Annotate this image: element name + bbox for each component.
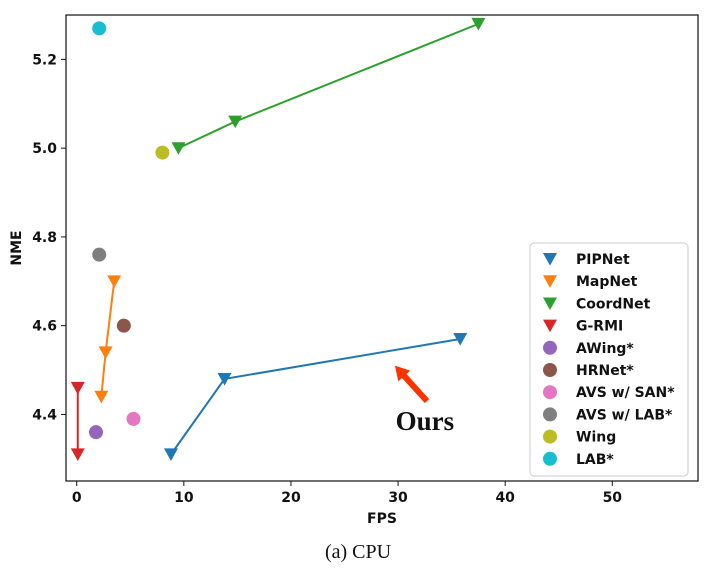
x-tick-label: 30 — [388, 490, 408, 506]
legend-frame — [529, 242, 689, 477]
data-point-avs-w-san — [126, 411, 141, 426]
x-tick-label: 0 — [72, 490, 82, 506]
y-tick-label: 5.0 — [32, 141, 57, 157]
legend-label: PIPNet — [576, 252, 630, 268]
legend-label: G-RMI — [576, 319, 623, 335]
legend-marker-pipnet — [543, 253, 557, 266]
data-point-g-rmi — [70, 381, 85, 395]
y-axis-ticks: 4.4 4.6 4.8 5.0 5.2 — [32, 52, 66, 423]
legend-marker-mapnet — [543, 275, 557, 288]
series-line-coordnet — [178, 22, 479, 150]
legend-marker-hrnet — [543, 363, 557, 377]
data-point-coordnet — [228, 115, 243, 129]
legend-label: LAB* — [576, 452, 614, 468]
x-tick-label: 50 — [603, 490, 623, 506]
series-markers — [70, 17, 486, 462]
data-point-hrnet — [116, 318, 131, 333]
data-point-lab — [92, 21, 107, 36]
legend-label: AVS w/ SAN* — [576, 385, 675, 401]
data-point-pipnet — [217, 372, 232, 386]
annotation-arrow — [394, 365, 430, 404]
data-point-avs-w-lab — [92, 247, 107, 262]
legend-marker-avs-w-san — [543, 385, 557, 400]
x-tick-label: 10 — [174, 490, 194, 506]
legend-marker-wing — [543, 429, 557, 444]
data-point-pipnet — [163, 448, 178, 462]
annotations: Ours — [394, 365, 455, 436]
data-point-mapnet — [94, 390, 109, 404]
data-point-wing — [155, 145, 170, 160]
data-point-coordnet — [471, 17, 486, 31]
y-tick-label: 4.8 — [32, 230, 57, 246]
y-tick-label: 4.4 — [32, 407, 57, 423]
data-point-mapnet — [98, 346, 113, 359]
legend: PIPNet MapNet CoordNet G-RMI AWing* HRNet* AVS… — [529, 242, 689, 477]
figure-caption: (a) CPU — [325, 541, 392, 563]
annotation-label: Ours — [396, 406, 455, 436]
legend-label: Wing — [576, 430, 616, 446]
legend-label: HRNet* — [576, 363, 634, 379]
data-point-mapnet — [107, 275, 122, 288]
plot-frame — [65, 14, 699, 482]
data-point-coordnet — [171, 142, 186, 155]
legend-marker-lab — [543, 451, 557, 466]
legend-marker-avs-w-lab — [543, 407, 557, 422]
x-axis-ticks: 0 10 20 30 40 50 — [72, 481, 622, 506]
data-point-awing — [88, 425, 103, 440]
data-point-g-rmi — [70, 448, 85, 462]
legend-label: AVS w/ LAB* — [576, 407, 673, 423]
series-line-pipnet — [170, 337, 461, 455]
x-axis-label: FPS — [367, 511, 397, 527]
y-tick-label: 4.6 — [32, 319, 57, 335]
x-tick-label: 20 — [281, 490, 301, 506]
legend-marker-coordnet — [543, 297, 557, 311]
y-tick-label: 5.2 — [32, 52, 57, 68]
x-tick-label: 40 — [495, 490, 515, 506]
data-point-pipnet — [453, 333, 468, 346]
legend-marker-awing — [543, 340, 557, 355]
legend-label: MapNet — [576, 274, 638, 290]
y-axis-label: NME — [9, 230, 25, 265]
legend-label: CoordNet — [576, 296, 651, 312]
series-line-mapnet — [100, 281, 116, 397]
legend-marker-g-rmi — [543, 319, 557, 333]
legend-label: AWing* — [576, 341, 634, 357]
